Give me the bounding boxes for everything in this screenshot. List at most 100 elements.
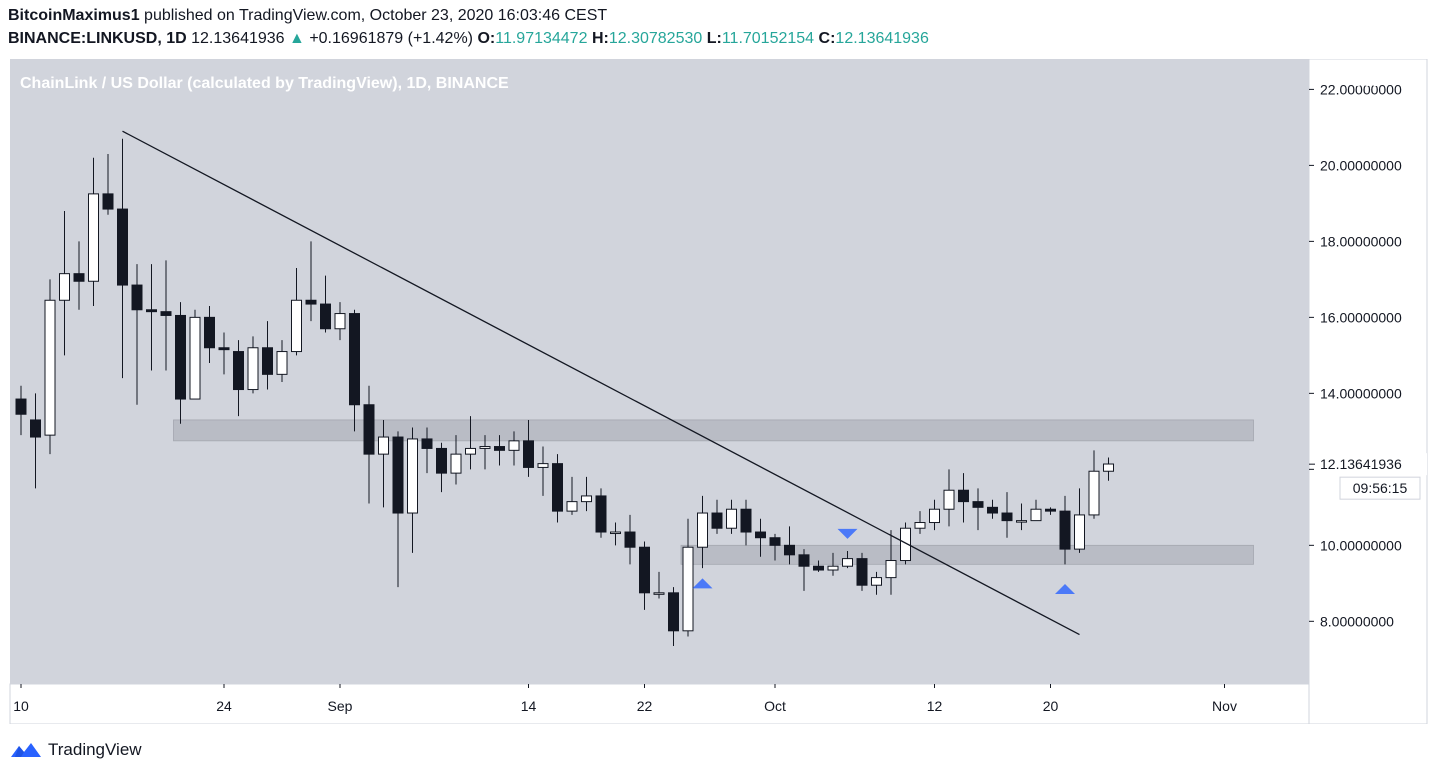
- candle-body: [1045, 508, 1056, 512]
- candle-body: [639, 546, 650, 594]
- candle-body: [378, 436, 389, 455]
- candle-body: [349, 313, 360, 406]
- candle-body: [871, 577, 882, 586]
- price-chart[interactable]: 8.00000000 10.00000000 14.00000000 16.00000…: [0, 59, 1436, 724]
- candle-body: [508, 440, 520, 451]
- candle-body: [465, 447, 476, 455]
- candle-body: [885, 560, 897, 579]
- candle-body: [856, 558, 868, 586]
- candle-body: [581, 495, 592, 503]
- last-price-label: 12.13641936: [1320, 456, 1402, 472]
- x-tick-label: 12: [927, 698, 943, 714]
- candle-body: [711, 512, 723, 529]
- candle-body: [291, 299, 302, 353]
- last-price-box: [1315, 453, 1427, 476]
- candle-body: [73, 273, 85, 282]
- candle-body: [1074, 514, 1085, 550]
- candle-body: [624, 531, 636, 548]
- candle-body: [392, 436, 404, 514]
- candle-body: [320, 303, 331, 330]
- candle-body: [1001, 512, 1013, 522]
- author-name[interactable]: BitcoinMaximus1: [8, 7, 140, 24]
- candle-body: [726, 508, 737, 529]
- last-price: 12.13641936: [191, 30, 285, 47]
- candle-body: [479, 446, 491, 449]
- chart-container[interactable]: 8.00000000 10.00000000 14.00000000 16.00000…: [0, 59, 1436, 724]
- candle-body: [697, 512, 708, 548]
- candle-body: [436, 447, 447, 474]
- candle-body: [204, 316, 215, 349]
- candle-body: [987, 506, 998, 514]
- candle-body: [160, 311, 172, 316]
- x-tick-label: 20: [1043, 698, 1059, 714]
- candle-body: [59, 273, 70, 301]
- candle-body: [262, 347, 273, 375]
- candle-body: [668, 592, 679, 632]
- arrow-down-marker: [837, 528, 858, 539]
- candle-body: [175, 314, 186, 400]
- candle-body: [44, 299, 56, 436]
- candle-body: [798, 554, 810, 567]
- candle-body: [1088, 470, 1100, 516]
- chart-title: ChainLink / US Dollar (calculated by Tra…: [20, 75, 509, 92]
- countdown-box: [1339, 476, 1421, 500]
- candle-body: [523, 440, 534, 468]
- candle-body: [131, 284, 143, 311]
- candle-body: [494, 446, 505, 451]
- candle-body: [363, 404, 375, 455]
- price-axis: [1308, 59, 1428, 724]
- candle-body: [653, 592, 665, 595]
- candle-body: [30, 419, 41, 438]
- x-tick-label: 10: [13, 698, 29, 714]
- time-axis: [9, 683, 1310, 724]
- candle-body: [900, 527, 911, 562]
- y-tick-label: 18.00000000: [1320, 233, 1402, 249]
- candle-body: [146, 309, 157, 313]
- candle-body: [247, 347, 259, 391]
- low-value: 11.70152154: [721, 30, 815, 47]
- candle-body: [88, 193, 99, 282]
- candle-body: [566, 501, 578, 512]
- x-tick-label: 14: [521, 698, 537, 714]
- candle-body: [102, 193, 114, 210]
- brand-name: TradingView: [48, 740, 142, 759]
- open-label: O:: [477, 30, 496, 47]
- y-tick-label: 22.00000000: [1320, 81, 1402, 97]
- arrow-up-marker: [1055, 584, 1075, 595]
- low-label: L:: [706, 30, 722, 47]
- candle-body: [421, 438, 433, 449]
- x-tick-label: Sep: [328, 698, 353, 714]
- candle-body: [827, 565, 839, 571]
- horizontal-zone-1: [173, 419, 1254, 442]
- candle-body: [813, 565, 824, 571]
- open-value: 11.97134472: [495, 30, 588, 47]
- candle-body: [972, 501, 984, 508]
- candle-body: [769, 537, 781, 546]
- candle-body: [842, 558, 853, 567]
- tradingview-logo-icon: [11, 743, 41, 757]
- x-tick-label: Oct: [764, 698, 786, 714]
- x-tick-label: 22: [637, 698, 653, 714]
- candle-body: [595, 495, 607, 533]
- y-tick-label: 16.00000000: [1320, 309, 1402, 325]
- candle-body: [740, 508, 752, 533]
- currency-label: USD: [1353, 73, 1383, 89]
- candle-body: [305, 299, 317, 305]
- y-tick-label: 10.00000000: [1320, 537, 1402, 553]
- y-tick-label: 14.00000000: [1320, 385, 1402, 401]
- candle-body: [218, 347, 230, 351]
- candle-body: [943, 489, 955, 510]
- arrow-up-marker: [692, 578, 713, 589]
- candle-body: [276, 351, 288, 375]
- candle-body: [929, 508, 940, 524]
- candle-body: [1030, 508, 1042, 522]
- candle-body: [1059, 510, 1071, 550]
- candle-body: [407, 438, 418, 514]
- candle-body: [233, 351, 244, 391]
- footer-brand: TradingView: [10, 738, 142, 762]
- publish-header: BitcoinMaximus1 published on TradingView…: [8, 7, 607, 25]
- y-tick-label: 8.00000000: [1320, 613, 1394, 629]
- descending-trendline: [122, 130, 1080, 636]
- y-tick-label: 20.00000000: [1320, 157, 1402, 173]
- price-change: +0.16961879 (+1.42%): [309, 30, 473, 47]
